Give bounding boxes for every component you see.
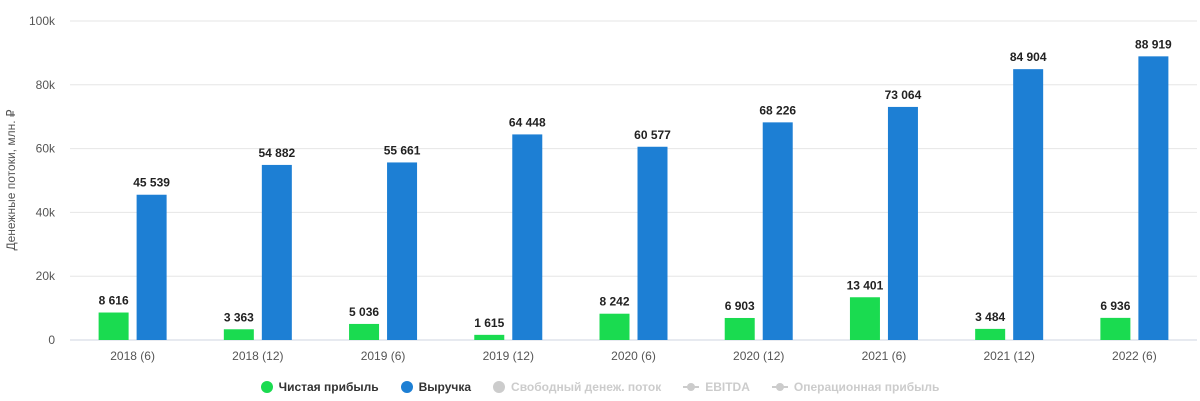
bar-revenue[interactable] <box>637 146 668 340</box>
y-tick-label: 80k <box>36 78 56 92</box>
legend-item-revenue[interactable]: Выручка <box>400 380 472 394</box>
data-label: 6 903 <box>725 299 755 313</box>
bar-net-profit[interactable] <box>849 297 880 340</box>
legend-item-operating-profit[interactable]: Операционная прибыль <box>771 380 940 394</box>
y-tick-label: 20k <box>36 269 56 283</box>
data-label: 8 242 <box>599 295 629 309</box>
bar-revenue[interactable] <box>387 162 418 340</box>
x-tick-label: 2018 (6) <box>110 349 155 363</box>
legend-item-net-profit[interactable]: Чистая прибыль <box>260 380 379 394</box>
line-marker-icon <box>683 381 700 393</box>
data-label: 6 936 <box>1100 299 1130 313</box>
bar-net-profit[interactable] <box>98 312 129 340</box>
bar-revenue[interactable] <box>1013 69 1044 340</box>
data-label: 3 484 <box>975 310 1005 324</box>
data-label: 68 226 <box>759 103 796 117</box>
bar-net-profit[interactable] <box>474 334 505 340</box>
bar-net-profit[interactable] <box>1100 317 1131 340</box>
data-label: 54 882 <box>258 146 295 160</box>
data-label: 13 401 <box>847 278 884 292</box>
line-marker-icon <box>771 381 788 393</box>
data-label: 73 064 <box>885 88 922 102</box>
y-tick-label: 40k <box>36 205 56 219</box>
legend-label: Операционная прибыль <box>793 380 940 394</box>
bar-revenue[interactable] <box>762 122 793 340</box>
y-axis-label: Денежные потоки, млн. ₽ <box>4 109 18 250</box>
legend: Чистая прибыль Выручка Свободный денеж. … <box>0 376 1200 398</box>
legend-label: Свободный денеж. поток <box>511 380 662 394</box>
x-tick-label: 2022 (6) <box>1112 349 1157 363</box>
grid-lines <box>70 20 1197 341</box>
data-label: 8 616 <box>99 294 129 308</box>
data-label: 60 577 <box>634 128 671 142</box>
circle-icon <box>400 381 413 393</box>
y-axis-ticks: 0 20k 40k 60k 80k 100k <box>29 14 56 347</box>
legend-item-ebitda[interactable]: EBITDA <box>683 380 750 394</box>
x-tick-label: 2019 (12) <box>483 349 534 363</box>
bar-revenue[interactable] <box>261 164 292 340</box>
data-label: 45 539 <box>133 176 170 190</box>
data-label: 55 661 <box>384 143 421 157</box>
x-tick-label: 2021 (12) <box>983 349 1034 363</box>
x-tick-label: 2019 (6) <box>361 349 406 363</box>
y-tick-label: 100k <box>29 14 56 28</box>
legend-label: Выручка <box>418 380 472 394</box>
legend-item-free-cash-flow[interactable]: Свободный денеж. поток <box>493 380 661 394</box>
bar-revenue[interactable] <box>512 134 543 340</box>
x-tick-label: 2018 (12) <box>232 349 283 363</box>
bars <box>98 56 1169 340</box>
bar-revenue[interactable] <box>887 106 918 340</box>
data-label: 64 448 <box>509 115 546 129</box>
bar-net-profit[interactable] <box>223 329 254 340</box>
legend-label: EBITDA <box>705 380 750 394</box>
y-tick-label: 0 <box>48 333 55 347</box>
bar-net-profit[interactable] <box>724 317 755 340</box>
data-label: 1 615 <box>474 316 504 330</box>
bar-net-profit[interactable] <box>599 313 630 340</box>
data-label: 5 036 <box>349 305 379 319</box>
data-labels: 8 616 45 539 3 363 54 882 5 036 55 661 1 615 64… <box>99 37 1172 329</box>
data-label: 84 904 <box>1010 50 1047 64</box>
bar-revenue[interactable] <box>1138 56 1169 340</box>
bar-net-profit[interactable] <box>349 323 380 340</box>
x-tick-label: 2020 (6) <box>611 349 656 363</box>
circle-icon <box>493 381 506 393</box>
legend-label: Чистая прибыль <box>278 380 379 394</box>
x-tick-label: 2021 (6) <box>862 349 907 363</box>
y-tick-label: 60k <box>36 142 56 156</box>
x-axis-ticks: 2018 (6) 2018 (12) 2019 (6) 2019 (12) 2020 (… <box>110 349 1156 363</box>
data-label: 88 919 <box>1135 37 1172 51</box>
x-tick-label: 2020 (12) <box>733 349 784 363</box>
bar-revenue[interactable] <box>136 194 167 340</box>
circle-icon <box>260 381 273 393</box>
data-label: 3 363 <box>224 310 254 324</box>
cash-flow-bar-chart: 0 20k 40k 60k 80k 100k Денежные потоки, млн. … <box>4 14 1197 363</box>
bar-net-profit[interactable] <box>975 328 1006 340</box>
